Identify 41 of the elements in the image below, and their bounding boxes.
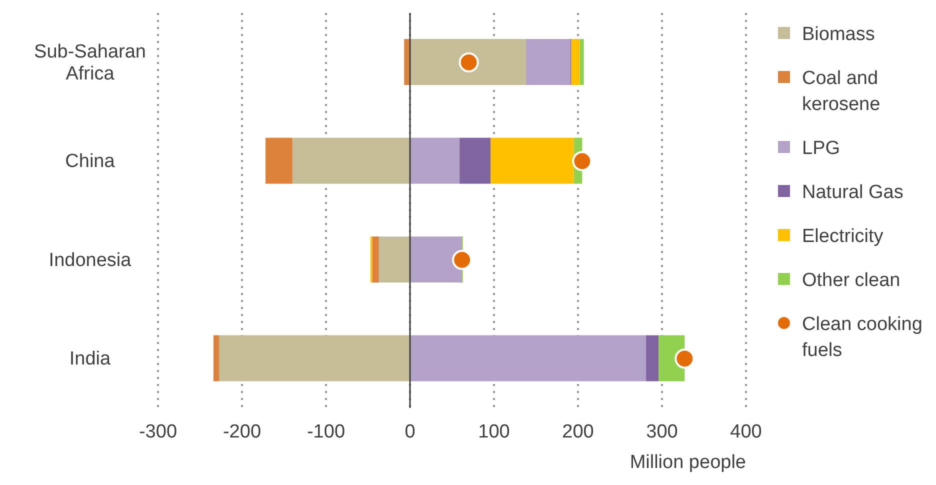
bar (490, 138, 574, 184)
x-tick-label: 200 (562, 421, 594, 442)
bar (219, 335, 410, 382)
legend-label: Coal and kerosene (802, 67, 882, 117)
bar (372, 236, 379, 282)
legend-label: Biomass (802, 23, 875, 47)
bar (378, 236, 410, 282)
bar (410, 39, 526, 85)
bar (404, 39, 410, 85)
legend-label: LPG (802, 137, 840, 161)
y-tick-label: India (69, 348, 112, 370)
bar (580, 39, 584, 85)
bar (646, 335, 659, 382)
bar (410, 335, 646, 382)
x-tick-label: 300 (646, 421, 678, 442)
bar (526, 39, 570, 85)
point (572, 151, 592, 172)
x-tick-label: 400 (730, 421, 762, 442)
x-axis-title: Million people (630, 452, 746, 473)
point (452, 250, 472, 270)
x-tick-label: 0 (404, 421, 416, 442)
bar (410, 236, 462, 282)
bar (460, 138, 491, 184)
x-tick-label: 100 (478, 421, 510, 442)
y-tick-label: Indonesia (48, 249, 132, 270)
x-tick-label: -100 (306, 421, 346, 442)
point (674, 348, 695, 369)
x-tick-label: -200 (222, 421, 262, 442)
bar (292, 138, 410, 184)
x-tick-label: -300 (138, 421, 178, 442)
y-tick-label: Sub-Saharan Africa (34, 40, 146, 84)
bar (410, 138, 460, 184)
legend-label: Clean cooking fuels (802, 313, 924, 363)
y-tick-label: China (65, 150, 116, 172)
bar (266, 138, 292, 184)
point (458, 52, 479, 72)
legend-label: Natural Gas (802, 181, 904, 205)
bar (571, 39, 580, 85)
bar (213, 335, 220, 382)
legend-label: Electricity (802, 225, 884, 249)
legend-label: Other clean (802, 269, 900, 293)
